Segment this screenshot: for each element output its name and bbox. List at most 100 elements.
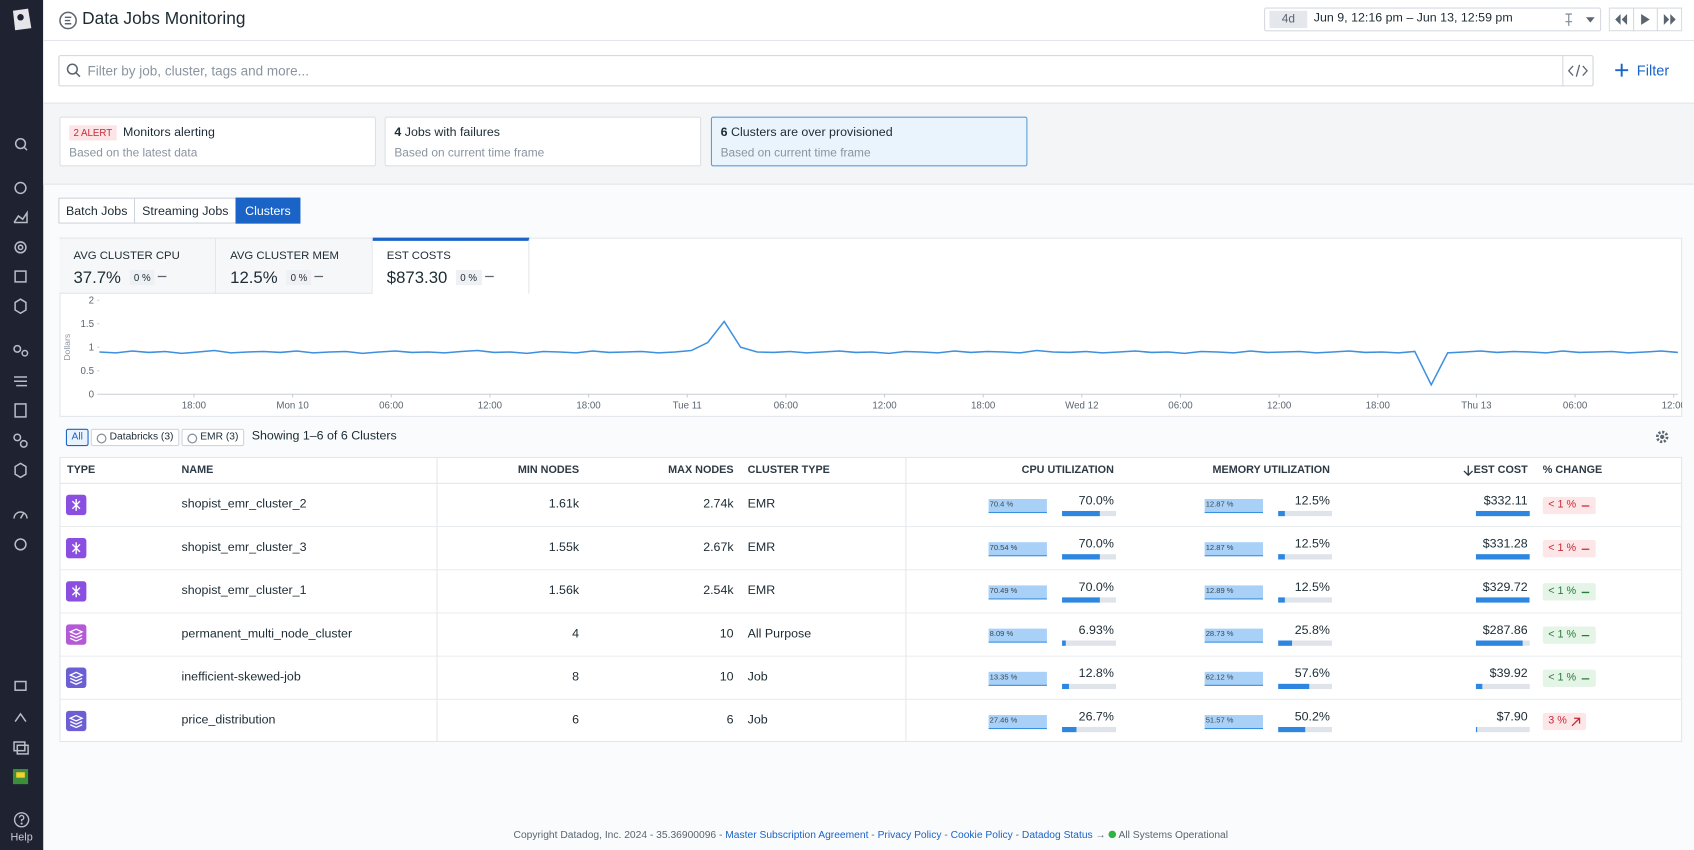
- settings-icon[interactable]: [1654, 429, 1670, 445]
- header-divider: [60, 482, 1682, 484]
- metric-tab[interactable]: AVG CLUSTER CPU 37.7% 0 %: [59, 237, 217, 294]
- cpu-bar-track: [1062, 683, 1117, 690]
- column-header[interactable]: NAME: [181, 464, 214, 477]
- column-header[interactable]: % CHANGE: [1542, 464, 1603, 477]
- mem-bar-fill: [1278, 597, 1285, 603]
- x-tick-label: Tue 11: [673, 400, 702, 411]
- cluster-name[interactable]: shopist_emr_cluster_1: [181, 584, 307, 598]
- sort-arrow: [1463, 465, 1474, 477]
- emr-glyph: [71, 499, 81, 511]
- footer-link[interactable]: Master Subscription Agreement: [725, 829, 869, 842]
- separator: -: [868, 829, 878, 842]
- time-range[interactable]: Jun 9, 12:16 pm – Jun 13, 12:59 pm: [1313, 11, 1513, 25]
- view-tab[interactable]: Batch Jobs: [58, 197, 136, 224]
- time-nav-buttons[interactable]: [1608, 7, 1683, 32]
- separator: -: [1012, 829, 1022, 842]
- cluster-name[interactable]: price_distribution: [181, 713, 276, 727]
- cpu-sparkline: 70.49 %: [988, 585, 1047, 600]
- card-subtitle: Based on current time frame: [394, 146, 545, 160]
- footer: Copyright Datadog, Inc. 2024 - 35.369000…: [43, 830, 1694, 842]
- time-picker-icons[interactable]: [1562, 12, 1599, 27]
- cpu-bar-fill: [1062, 683, 1069, 690]
- table-row[interactable]: price_distribution 6 6 Job 27.46 % 26.7% 51.57…: [61, 700, 1682, 743]
- view-tab[interactable]: Clusters: [235, 197, 301, 224]
- footer-link[interactable]: Privacy Policy: [877, 829, 942, 842]
- column-header[interactable]: MEMORY UTILIZATION: [1212, 464, 1330, 477]
- cpu-bar-fill: [1062, 510, 1100, 517]
- column-header[interactable]: CPU UTILIZATION: [1021, 464, 1114, 477]
- metric-tab[interactable]: AVG CLUSTER MEM 12.5% 0 %: [216, 237, 373, 294]
- card-title: 6 Clusters are over provisioned: [721, 126, 893, 139]
- logo[interactable]: [9, 6, 35, 32]
- cluster-name[interactable]: inefficient-skewed-job: [181, 670, 301, 684]
- summary-card[interactable]: 6 Clusters are over provisioned Based on…: [710, 116, 1028, 167]
- cluster-name[interactable]: permanent_multi_node_cluster: [181, 627, 353, 641]
- table-row[interactable]: shopist_emr_cluster_2 1.61k 2.74k EMR 70.4 %…: [60, 484, 1682, 528]
- trend-icon: [1581, 678, 1590, 680]
- footer-link[interactable]: Datadog Status: [1021, 829, 1093, 842]
- column-header[interactable]: TYPE: [66, 464, 96, 477]
- search-placeholder[interactable]: Filter by job, cluster, tags and more...: [87, 63, 309, 79]
- mem-sparkline-label: 51.57 %: [1205, 717, 1234, 725]
- mem-value: 50.2%: [1294, 710, 1330, 724]
- cpu-bar-fill: [1062, 640, 1066, 646]
- column-header[interactable]: MAX NODES: [668, 464, 734, 477]
- mem-value: 12.5%: [1294, 494, 1330, 508]
- mem-bar-track: [1278, 597, 1333, 603]
- mem-bar-track: [1278, 510, 1333, 517]
- nav-icons[interactable]: [0, 130, 43, 800]
- page-title: Data Jobs Monitoring: [82, 9, 246, 29]
- metric-label: AVG CLUSTER CPU: [73, 249, 180, 263]
- help-label[interactable]: Help: [10, 831, 33, 844]
- mem-bar-fill: [1278, 510, 1285, 517]
- flat-icon: [158, 275, 167, 278]
- y-axis-label: Dollars: [62, 334, 72, 361]
- column-header[interactable]: EST COST: [1473, 464, 1528, 477]
- filter-chip[interactable]: EMR (3): [181, 428, 245, 447]
- cluster-name[interactable]: shopist_emr_cluster_3: [181, 541, 307, 555]
- table-row[interactable]: shopist_emr_cluster_1 1.56k 2.54k EMR 70.49 …: [60, 570, 1682, 614]
- mem-bar-fill: [1278, 554, 1285, 560]
- chip-icon-shape: [96, 433, 107, 444]
- min-nodes: 6: [572, 713, 580, 727]
- column-header[interactable]: MIN NODES: [517, 464, 580, 477]
- change-badge: < 1 %: [1542, 496, 1596, 515]
- cluster-name[interactable]: shopist_emr_cluster_2: [181, 497, 307, 511]
- summary-card[interactable]: 2 ALERT Monitors alerting Based on the la…: [59, 116, 376, 167]
- time-picker[interactable]: [1264, 7, 1602, 32]
- cluster-type: EMR: [747, 584, 776, 598]
- filter-chip[interactable]: All: [65, 428, 89, 447]
- card-title-text: Clusters are over provisioned: [731, 126, 893, 140]
- title-icon: [59, 11, 77, 30]
- summary-card[interactable]: 4 Jobs with failures Based on current ti…: [384, 116, 702, 167]
- column-header[interactable]: CLUSTER TYPE: [747, 464, 830, 477]
- filter-chip[interactable]: Databricks (3): [90, 428, 180, 447]
- change-badge: < 1 %: [1542, 583, 1596, 601]
- sidebar: Help: [0, 0, 44, 850]
- metric-label: AVG CLUSTER MEM: [230, 249, 339, 263]
- search-bar[interactable]: [58, 55, 1594, 87]
- table-row[interactable]: permanent_multi_node_cluster 4 10 All Purpo…: [60, 613, 1682, 657]
- view-tab[interactable]: Streaming Jobs: [133, 197, 237, 224]
- range-badge[interactable]: 4d: [1269, 10, 1308, 29]
- query-code-button[interactable]: [1562, 55, 1593, 87]
- cpu-sparkline: 70.54 %: [988, 542, 1047, 557]
- metric-tab[interactable]: EST COSTS $873.30 0 %: [372, 237, 530, 294]
- x-tick-label: 18:00: [1366, 400, 1391, 411]
- mem-bar-fill: [1278, 683, 1310, 690]
- filter-button[interactable]: Filter: [1636, 62, 1670, 79]
- trend-icon: [1581, 634, 1590, 637]
- table-row[interactable]: inefficient-skewed-job 8 10 Job 13.35 % 12.8%…: [60, 657, 1682, 700]
- platform-icon: [65, 494, 87, 516]
- change-label: < 1 %: [1548, 499, 1577, 511]
- table-row[interactable]: shopist_emr_cluster_3 1.55k 2.67k EMR 70.54 …: [60, 527, 1682, 571]
- footer-link[interactable]: Cookie Policy: [950, 829, 1013, 842]
- min-nodes: 1.55k: [548, 541, 580, 555]
- column-divider: [436, 457, 438, 741]
- filter-plus-icon[interactable]: [1614, 63, 1629, 78]
- cpu-bar-fill: [1062, 554, 1100, 560]
- est-cost: $7.90: [1496, 710, 1528, 724]
- help-icon[interactable]: [13, 811, 30, 828]
- flat-icon: [314, 275, 324, 278]
